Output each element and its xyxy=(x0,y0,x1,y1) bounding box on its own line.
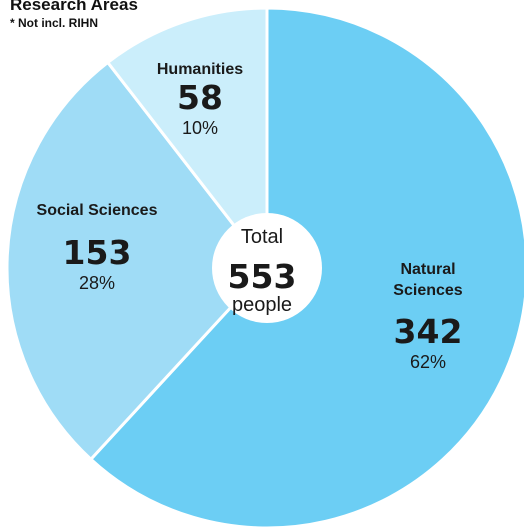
slice-label-natural-sciences-line-2: Sciences xyxy=(393,282,462,299)
slice-value-natural-sciences: 342 xyxy=(394,312,463,351)
slice-value-social-sciences: 153 xyxy=(63,233,132,272)
center-total-unit: people xyxy=(232,294,292,316)
center-total-value: 553 xyxy=(228,257,297,296)
slice-percent-natural-sciences: 62% xyxy=(410,352,446,372)
chart-note: * Not incl. RIHN xyxy=(10,16,98,30)
slice-label-natural-sciences-line-1: Natural xyxy=(400,261,455,278)
slice-percent-humanities: 10% xyxy=(182,118,218,138)
slice-value-humanities: 58 xyxy=(177,78,223,117)
chart-title: Research Areas xyxy=(10,0,138,14)
center-total-label: Total xyxy=(241,226,283,248)
slice-label-humanities: Humanities xyxy=(157,61,243,78)
slice-percent-social-sciences: 28% xyxy=(79,273,115,293)
slice-label-social-sciences: Social Sciences xyxy=(37,202,158,219)
